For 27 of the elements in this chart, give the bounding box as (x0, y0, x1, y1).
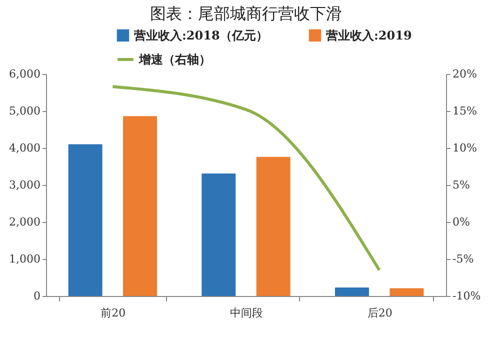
y2-tick-label: 0% (452, 216, 470, 228)
y-tick-label: 3,000 (9, 178, 40, 192)
legend-label: 营业收入:2019 (325, 28, 412, 42)
y-tick-label: 1,000 (9, 252, 40, 266)
x-tick-label: 前20 (100, 306, 126, 320)
bar (256, 156, 290, 296)
y-tick-label: 2,000 (9, 216, 40, 228)
y2-tick-label: -10% (452, 290, 481, 302)
y2-tick-label: 20% (452, 68, 477, 80)
bar (123, 116, 158, 296)
y-tick-label: 6,000 (9, 68, 40, 80)
bar (202, 174, 236, 296)
bar (334, 287, 369, 296)
y2-tick-label: 5% (452, 178, 470, 192)
chart-title: 图表：尾部城商行营收下滑 (150, 4, 342, 23)
legend-label: 增速（右轴） (138, 52, 211, 66)
y2-tick-label: 10% (452, 142, 477, 154)
bar (390, 288, 424, 296)
x-tick-label: 中间段 (230, 306, 263, 320)
bar (68, 144, 102, 296)
x-tick-label: 后20 (367, 306, 392, 320)
y2-tick-label: -5% (452, 252, 474, 266)
y-tick-label: 5,000 (9, 104, 40, 118)
y2-tick-label: 15% (452, 104, 477, 118)
y-tick-label: 0 (34, 290, 40, 302)
y-tick-label: 4,000 (9, 142, 40, 154)
legend-label: 营业收入:2018（亿元） (133, 28, 268, 42)
